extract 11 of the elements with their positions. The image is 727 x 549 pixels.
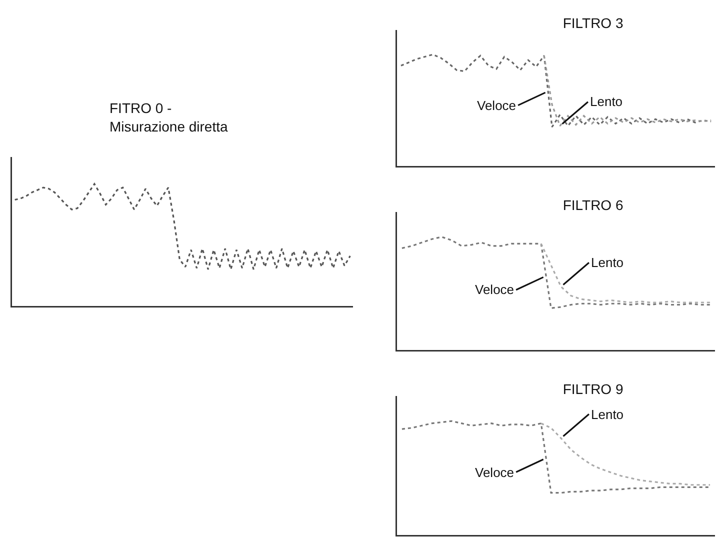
text: Lento [591, 255, 624, 270]
chart-subtitle: Misurazione diretta [110, 118, 228, 134]
chart-title: FILTRO 3 [562, 15, 624, 31]
text: Veloce [477, 98, 516, 113]
chart-title: FILTRO 9 [562, 381, 624, 397]
text: Veloce [475, 282, 514, 297]
text: Veloce [475, 465, 514, 480]
chart-title: FITRO 0 - [110, 100, 172, 116]
series-label: Lento [590, 94, 623, 109]
chart-title: FILTRO 6 [562, 197, 624, 213]
text: Lento [591, 407, 624, 422]
